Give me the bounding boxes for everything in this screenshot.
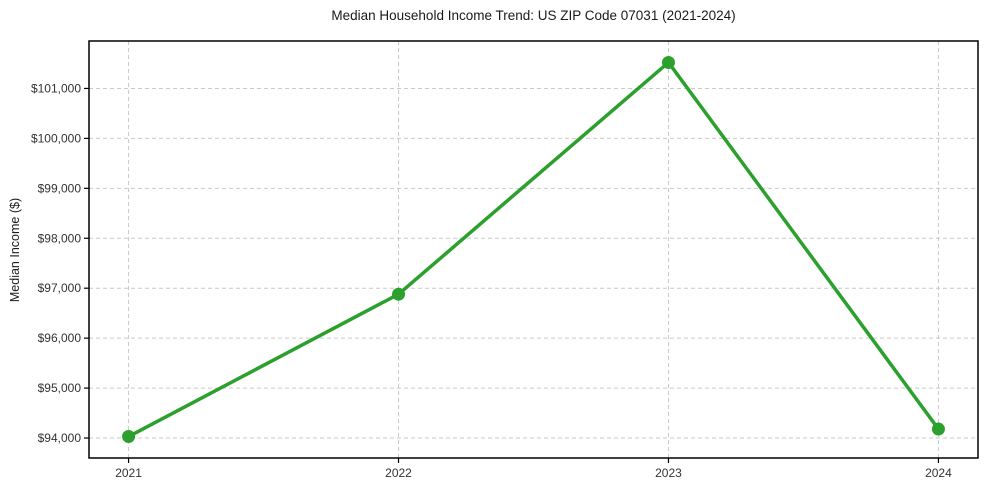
x-tick-label: 2022 <box>385 466 412 480</box>
data-point-2023 <box>661 55 675 69</box>
trend-line <box>126 60 941 439</box>
data-point-2021 <box>122 430 136 444</box>
y-tick-label: $97,000 <box>38 281 82 295</box>
x-tick-label: 2021 <box>115 466 142 480</box>
data-point-2022 <box>392 287 406 301</box>
plot-border <box>88 40 979 459</box>
y-tick-label: $99,000 <box>38 181 82 195</box>
x-tick-label: 2024 <box>925 466 952 480</box>
x-tick-label: 2023 <box>655 466 682 480</box>
y-tick-label: $96,000 <box>38 331 82 345</box>
y-tick-label: $98,000 <box>38 231 82 245</box>
y-tick-label: $100,000 <box>31 131 81 145</box>
y-tick-label: $101,000 <box>31 81 81 95</box>
y-axis-label: Median Income ($) <box>8 197 22 303</box>
y-tick-label: $95,000 <box>38 381 82 395</box>
chart-title: Median Household Income Trend: US ZIP Co… <box>331 8 736 23</box>
y-tick-label: $94,000 <box>38 431 82 445</box>
data-point-2024 <box>931 422 945 436</box>
